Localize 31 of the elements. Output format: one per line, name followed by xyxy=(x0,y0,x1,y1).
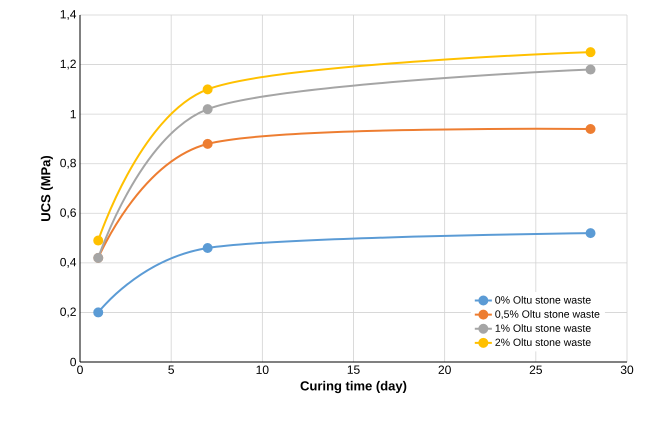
y-axis-title: UCS (MPa) xyxy=(40,156,53,221)
point xyxy=(586,228,596,238)
legend-label: 0% Oltu stone waste xyxy=(495,296,591,304)
legend-label: 1% Oltu stone waste xyxy=(496,324,591,332)
y-tick-label: 1 xyxy=(70,110,76,118)
legend-label: 0,5% Oltu stone waste xyxy=(495,310,600,320)
y-tick-label: 1,4 xyxy=(60,10,76,20)
x-tick-label: 25 xyxy=(530,366,542,374)
point xyxy=(202,84,213,94)
y-tick-label: 0,4 xyxy=(60,258,76,268)
x-tick-label: 5 xyxy=(168,366,174,374)
x-tick-label: 20 xyxy=(438,366,451,374)
point xyxy=(202,138,213,149)
y-tick-label: 1,2 xyxy=(60,60,76,70)
point xyxy=(93,307,104,318)
point xyxy=(93,236,104,246)
y-tick-label: 0,6 xyxy=(60,208,76,218)
x-tick-label: 15 xyxy=(348,366,360,374)
point xyxy=(202,242,213,253)
y-tick-label: 0 xyxy=(70,358,76,366)
legend-label: 2% Oltu stone waste xyxy=(495,338,591,346)
y-tick-label: 0,2 xyxy=(60,307,76,318)
x-axis-title: Curing time (day) xyxy=(300,380,406,394)
x-tick-label: 30 xyxy=(620,366,634,374)
point xyxy=(586,47,596,58)
point xyxy=(202,104,213,114)
y-tick-label: 0,8 xyxy=(60,158,76,169)
x-tick-label: 10 xyxy=(256,366,269,374)
point xyxy=(586,64,596,75)
point xyxy=(586,124,596,134)
x-tick-label: 0 xyxy=(77,366,83,374)
